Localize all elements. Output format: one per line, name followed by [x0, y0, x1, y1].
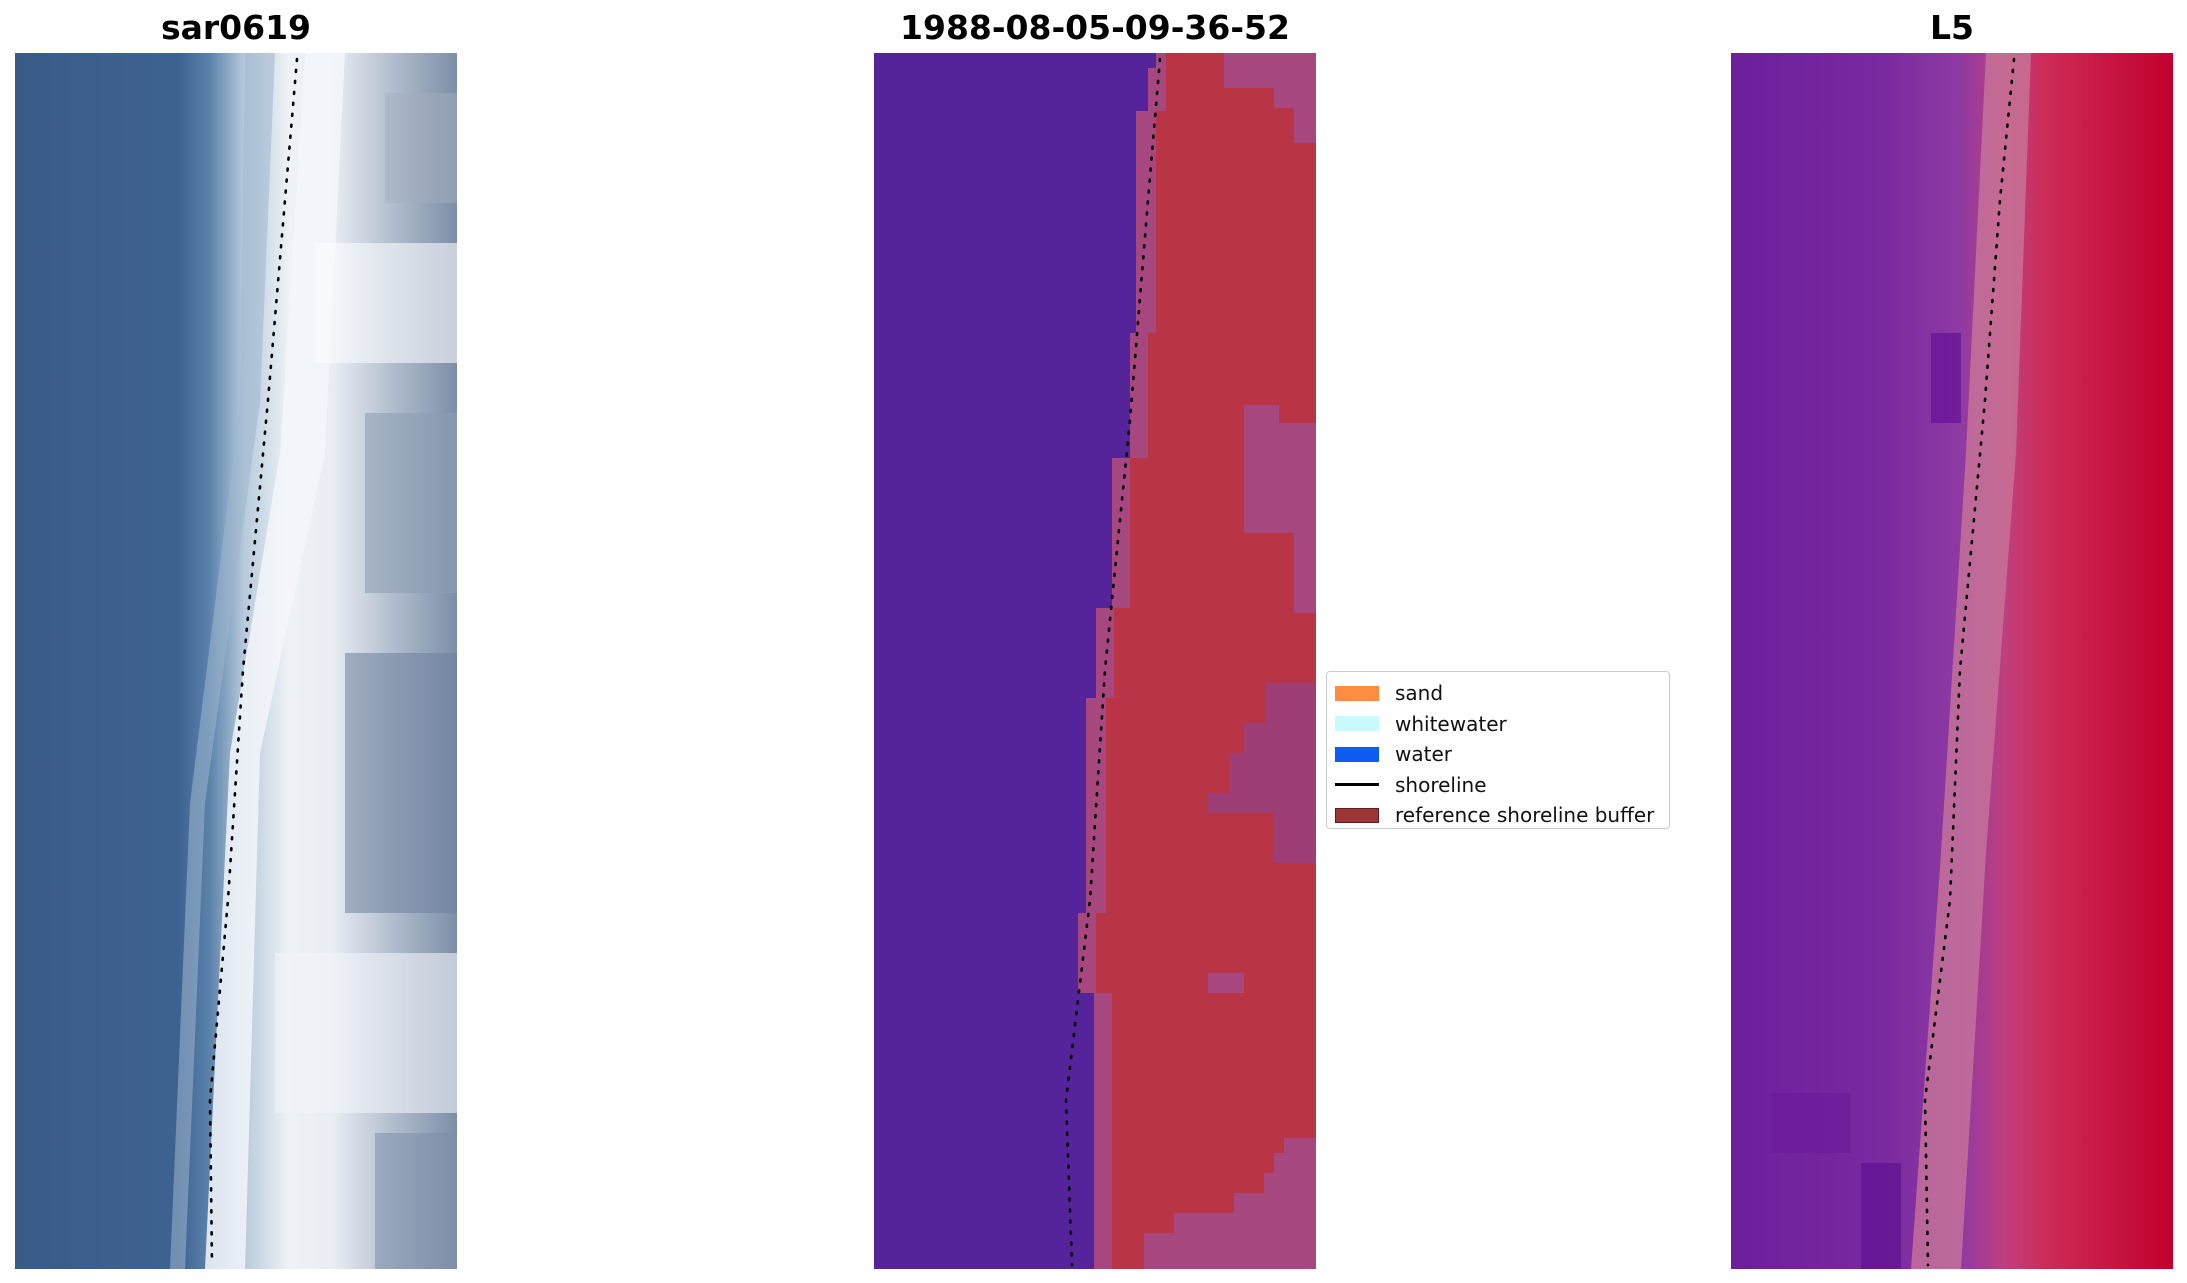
legend-label-water: water	[1395, 742, 1452, 767]
whitewater-swatch	[1335, 716, 1379, 732]
legend-label-reference-shoreline-buffer: reference shoreline buffer	[1395, 803, 1655, 828]
buffer-swatch	[1335, 807, 1379, 823]
index-image-panel	[1731, 53, 2173, 1269]
legend-label-shoreline: shoreline	[1395, 772, 1487, 797]
water-swatch	[1335, 746, 1379, 762]
panel-title-index: L5	[1930, 8, 1974, 47]
legend-item-shoreline: shoreline	[1335, 770, 1661, 801]
panel-title-rgb: sar0619	[160, 8, 312, 47]
legend-label-whitewater: whitewater	[1395, 711, 1507, 736]
legend-label-sand: sand	[1395, 681, 1444, 706]
panel-title-classified: 1988-08-05-09-36-52	[900, 8, 1290, 47]
classified-image-panel	[874, 53, 1316, 1269]
legend-item-whitewater: whitewater	[1335, 709, 1661, 740]
legend-item-reference-shoreline-buffer: reference shoreline buffer	[1335, 800, 1661, 831]
classified-image	[874, 53, 1316, 1269]
sand-swatch	[1335, 685, 1379, 701]
rgb-image-panel	[15, 53, 457, 1269]
shoreline-swatch	[1335, 783, 1379, 787]
index-image	[1731, 53, 2173, 1269]
legend: sand whitewater water shoreline referenc…	[1326, 671, 1670, 829]
legend-item-sand: sand	[1335, 678, 1661, 709]
legend-item-water: water	[1335, 739, 1661, 770]
rgb-image	[15, 53, 457, 1269]
